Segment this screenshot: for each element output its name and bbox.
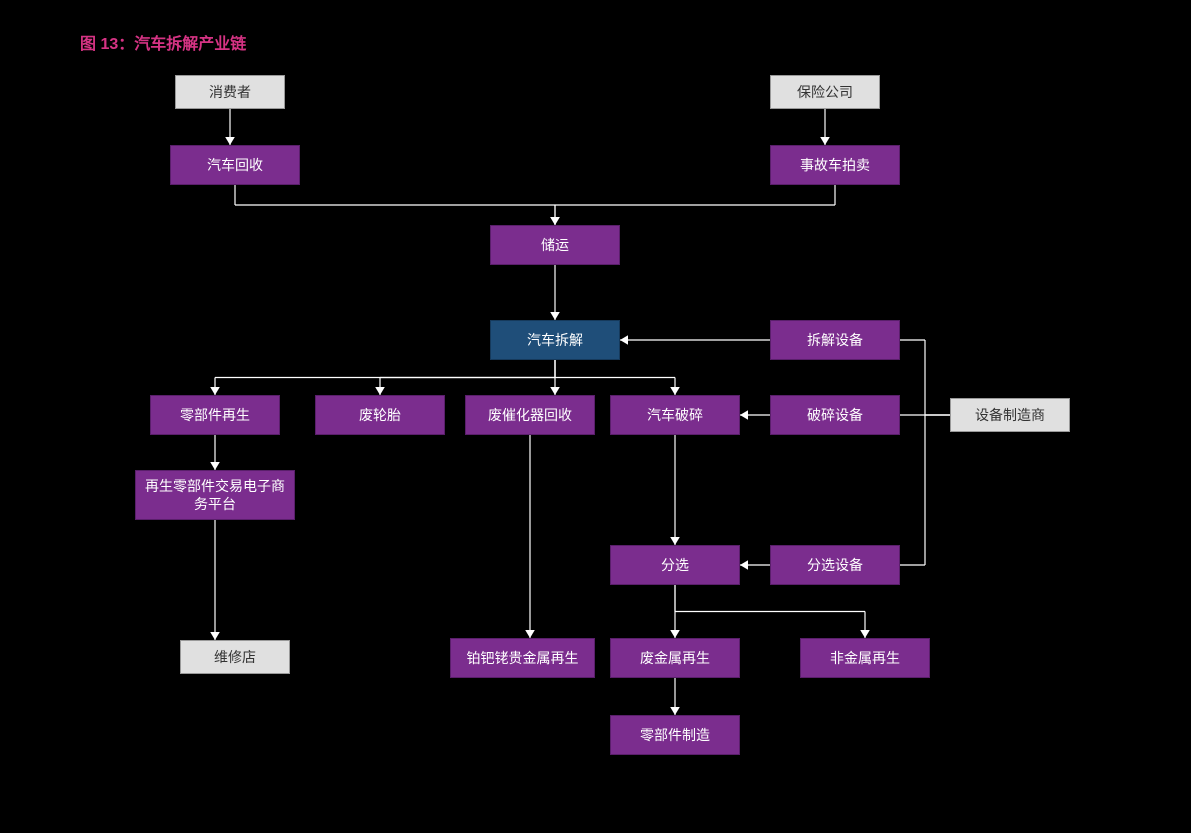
node-auction: 事故车拍卖 xyxy=(770,145,900,185)
node-crush_equip: 破碎设备 xyxy=(770,395,900,435)
node-repair_shop: 维修店 xyxy=(180,640,290,674)
node-parts_regen: 零部件再生 xyxy=(150,395,280,435)
node-catalyst: 废催化器回收 xyxy=(465,395,595,435)
node-recycle: 汽车回收 xyxy=(170,145,300,185)
node-sort_equip: 分选设备 xyxy=(770,545,900,585)
node-crush: 汽车破碎 xyxy=(610,395,740,435)
node-metal_regen: 废金属再生 xyxy=(610,638,740,678)
node-sorting: 分选 xyxy=(610,545,740,585)
node-insurance: 保险公司 xyxy=(770,75,880,109)
node-parts_mfg: 零部件制造 xyxy=(610,715,740,755)
node-storage: 储运 xyxy=(490,225,620,265)
node-ecommerce: 再生零部件交易电子商务平台 xyxy=(135,470,295,520)
node-waste_tire: 废轮胎 xyxy=(315,395,445,435)
node-dis_equip: 拆解设备 xyxy=(770,320,900,360)
node-dismantle: 汽车拆解 xyxy=(490,320,620,360)
diagram-canvas: 消费者 保险公司汽车回收 事故车拍卖储运汽车拆解 拆解设备零部件再生废轮胎废催化器回收… xyxy=(0,0,1191,833)
node-nonmetal: 非金属再生 xyxy=(800,638,930,678)
node-equip_maker: 设备制造商 xyxy=(950,398,1070,432)
node-precious: 铂钯铑贵金属再生 xyxy=(450,638,595,678)
node-consumer: 消费者 xyxy=(175,75,285,109)
